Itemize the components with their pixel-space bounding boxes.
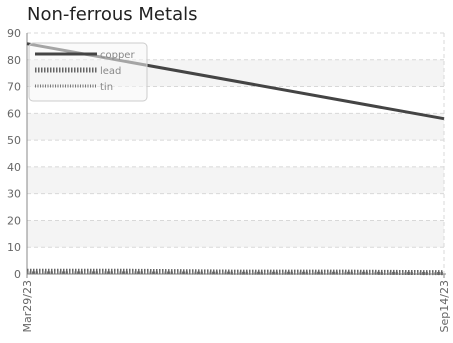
- y-tick-label: 40: [7, 161, 21, 174]
- y-tick-label: 50: [7, 134, 21, 147]
- x-tick-label: Sep14/23: [438, 280, 451, 332]
- y-tick-label: 60: [7, 107, 21, 120]
- x-tick-label: Mar29/23: [21, 280, 34, 332]
- y-tick-label: 90: [7, 27, 21, 40]
- grid-band: [27, 166, 444, 194]
- y-tick-label: 80: [7, 54, 21, 67]
- grid-band: [27, 113, 444, 141]
- legend: copper lead tin: [28, 42, 148, 102]
- y-tick-label: 70: [7, 81, 21, 94]
- legend-label-lead: lead: [100, 66, 121, 77]
- grid-lines: [27, 32, 445, 274]
- y-tick-label: 10: [7, 241, 21, 254]
- y-tick-label: 20: [7, 214, 21, 227]
- series-line-lead: [27, 268, 445, 276]
- y-tick-label: 30: [7, 188, 21, 201]
- chart-title: Non-ferrous Metals: [27, 4, 197, 25]
- series-line-tin: [27, 271, 445, 275]
- legend-label-copper: copper: [100, 50, 135, 61]
- legend-label-tin: tin: [100, 82, 113, 93]
- grid-band: [27, 220, 444, 248]
- y-tick-label: 0: [14, 268, 21, 281]
